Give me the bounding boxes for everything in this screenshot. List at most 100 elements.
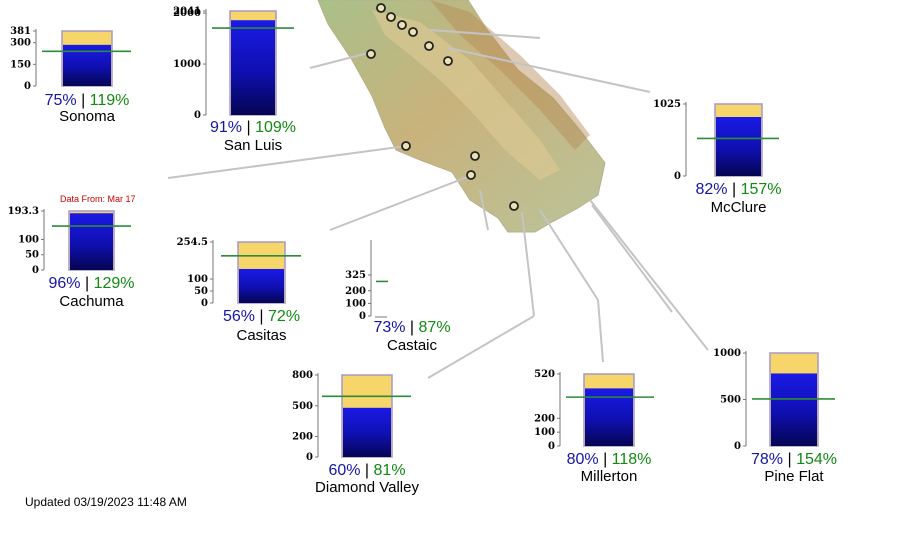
- leader-lines: [167, 29, 709, 379]
- percent-separator: |: [360, 462, 374, 479]
- y-tick-label: 325: [345, 270, 366, 281]
- data-date-note: Data From: Mar 17: [60, 194, 136, 204]
- storage-bar: [231, 20, 275, 115]
- reservoir-marker: [466, 170, 476, 180]
- percent-of-capacity: 60%: [328, 462, 361, 479]
- percent-separator: |: [254, 308, 269, 325]
- y-tick-label: 0: [548, 441, 555, 452]
- percent-of-capacity: 91%: [210, 119, 243, 136]
- percent-of-historical-average: 109%: [255, 119, 296, 136]
- reservoir-marker: [366, 49, 376, 59]
- percent-row-sonoma: 75% | 119%: [45, 92, 130, 110]
- y-tick-label: 0: [306, 452, 313, 463]
- percent-of-capacity: 78%: [751, 451, 784, 468]
- reservoir-name-casitas: Casitas: [236, 327, 287, 344]
- percent-row-millerton: 80% | 118%: [567, 451, 652, 469]
- percent-of-historical-average: 129%: [93, 275, 135, 292]
- y-tick-label: 800: [292, 370, 313, 381]
- percent-separator: |: [783, 451, 797, 468]
- y-tick-label: 0: [674, 171, 681, 182]
- leader-line-casitas: [329, 175, 471, 231]
- storage-bar: [343, 407, 391, 457]
- reservoir-marker: [443, 56, 453, 66]
- reservoir-name-pine-flat: Pine Flat: [764, 468, 824, 485]
- reservoir-marker: [376, 3, 386, 13]
- y-tick-label: 520: [534, 369, 555, 380]
- percent-of-historical-average: 118%: [611, 451, 652, 468]
- leader-line-mcclure: [447, 47, 651, 93]
- reservoir-marker: [509, 201, 519, 211]
- reservoir-chart-diamond-valley: 0 200 500 800: [292, 370, 411, 463]
- percent-of-historical-average: 154%: [796, 451, 837, 468]
- reservoir-name-castaic: Castaic: [386, 337, 438, 354]
- reservoir-marker: [386, 12, 396, 22]
- y-tick-label: 1000: [173, 59, 201, 70]
- reservoir-marker: [408, 27, 418, 37]
- y-tick-label: 193.3: [8, 206, 39, 217]
- leader-line-sonoma: [309, 51, 373, 69]
- reservoir-marker: [401, 141, 411, 151]
- percent-of-historical-average: 72%: [268, 308, 301, 325]
- reservoir-name-millerton: Millerton: [580, 468, 638, 485]
- y-tick-label: 0: [359, 311, 366, 322]
- percent-separator: |: [727, 181, 741, 198]
- reservoir-charts: 0150300381010002000204101025050100193.30…: [8, 6, 835, 463]
- storage-bar: [771, 373, 817, 446]
- y-tick-label: 150: [10, 59, 31, 70]
- y-tick-label: 200: [345, 286, 366, 297]
- storage-bar: [239, 268, 284, 303]
- y-tick-label: 0: [194, 110, 201, 121]
- y-tick-label: 1025: [653, 99, 681, 110]
- percent-of-capacity: 56%: [222, 308, 255, 325]
- leader-line-cachuma: [167, 145, 407, 179]
- percent-row-cachuma: 96% | 129%: [49, 275, 135, 293]
- y-tick-label: 50: [25, 250, 39, 261]
- leader-line-millerton: [539, 209, 599, 301]
- reservoir-chart-millerton: 0 100 200 520: [534, 369, 654, 452]
- reservoir-chart-pine-flat: 0 500 1000: [713, 348, 835, 452]
- y-tick-label: 50: [194, 286, 208, 297]
- leader-line-pine-flat: [589, 199, 709, 351]
- percent-separator: |: [76, 92, 90, 109]
- y-tick-label: 381: [10, 26, 31, 37]
- percent-of-capacity: 80%: [566, 451, 599, 468]
- california-map: [317, 0, 606, 233]
- y-tick-label: 254.5: [177, 237, 208, 248]
- percent-separator: |: [598, 451, 612, 468]
- reservoir-marker: [470, 151, 480, 161]
- percent-of-historical-average: 87%: [418, 319, 451, 336]
- reservoir-name-cachuma: Cachuma: [59, 293, 124, 310]
- percent-of-capacity: 75%: [44, 92, 77, 109]
- y-tick-label: 0: [24, 81, 31, 92]
- leader-line-diamond-valley: [521, 211, 535, 317]
- y-tick-label: 0: [32, 265, 39, 276]
- percent-of-historical-average: 81%: [373, 462, 406, 479]
- y-tick-label: 0: [201, 298, 208, 309]
- central-valley: [372, 10, 560, 180]
- y-tick-label: 500: [720, 395, 741, 406]
- reservoir-name-sonoma: Sonoma: [59, 108, 115, 125]
- reservoir-chart-cachuma: 0 50 100 193.3: [8, 206, 131, 276]
- reservoir-name-mcclure: McClure: [710, 199, 767, 216]
- percent-of-historical-average: 157%: [740, 181, 782, 198]
- percent-of-capacity: 96%: [48, 275, 81, 292]
- sierra-range: [430, 0, 590, 150]
- storage-bar: [716, 116, 761, 176]
- reservoir-marker: [424, 41, 434, 51]
- reservoir-chart-mcclure: 0 1025: [653, 99, 779, 182]
- leader-line-san-luis: [429, 29, 541, 39]
- percent-separator: |: [405, 319, 419, 336]
- percent-row-diamond-valley: 60% | 81%: [328, 462, 405, 480]
- storage-bar: [585, 388, 633, 446]
- percent-row-pine-flat: 78% | 154%: [751, 451, 837, 469]
- reservoir-name-diamond-valley: Diamond Valley: [315, 479, 419, 496]
- storage-bar: [70, 213, 113, 270]
- percent-row-san-luis: 91% | 109%: [210, 119, 296, 137]
- y-tick-label: 100: [534, 427, 555, 438]
- y-tick-label: 200: [292, 432, 313, 443]
